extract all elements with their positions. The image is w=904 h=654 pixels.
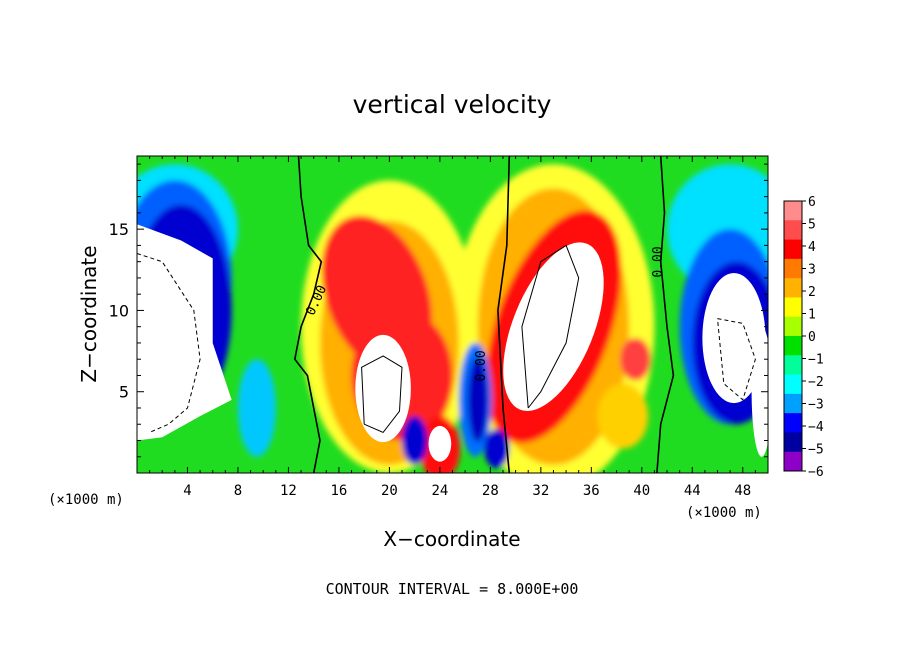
x-tick-label: 40 <box>633 483 650 499</box>
x-tick-label: 32 <box>532 483 549 499</box>
colorbar-label: 5 <box>808 218 816 233</box>
contour-label-right: 0.00 <box>651 246 666 277</box>
colorbar-label: −5 <box>808 443 824 458</box>
x-tick-label: 20 <box>381 483 398 499</box>
x-axis: 4 8 12 16 20 24 28 32 36 40 44 48 <box>149 156 756 499</box>
core-downdraft-left <box>137 224 232 441</box>
blob-darkblue-27 <box>467 357 488 443</box>
colorbar-swatch <box>784 297 802 318</box>
colorbar-swatch <box>784 432 802 453</box>
colorbar: 6 5 4 3 2 1 0 −1 −2 −3 −4 −5 −6 <box>783 195 824 480</box>
contour-zero-right <box>656 156 675 473</box>
core-updraft-24 <box>428 425 452 462</box>
x-unit-left: (×1000 m) <box>48 492 124 508</box>
contour-interval-note: CONTOUR INTERVAL = 8.000E+00 <box>326 580 579 598</box>
y-tick-label: 10 <box>109 301 129 320</box>
x-tick-label: 8 <box>234 483 242 499</box>
colorbar-swatch <box>784 239 802 260</box>
x-tick-label: 4 <box>183 483 191 499</box>
colorbar-swatch <box>784 220 802 241</box>
colorbar-label: 1 <box>808 308 816 323</box>
contour-core-33 <box>521 244 580 409</box>
colorbar-swatch <box>784 413 802 433</box>
plot-area <box>137 156 768 473</box>
colorbar-swatch <box>784 258 802 279</box>
blob-darkblue-28 <box>484 429 510 469</box>
colorbar-label: 6 <box>808 195 816 210</box>
blob-red-39 <box>620 338 651 381</box>
colorbar-label: 3 <box>808 263 816 278</box>
blob-yellow-38 <box>597 383 649 449</box>
y-axis-label: Z−coordinate <box>77 245 101 382</box>
colorbar-swatch <box>784 278 802 298</box>
x-axis-label: X−coordinate <box>383 527 520 551</box>
colorbar-swatch <box>784 374 802 395</box>
contour-neg-right <box>717 318 756 401</box>
colorbar-label: −1 <box>808 353 824 368</box>
colorbar-label: −4 <box>808 420 824 435</box>
x-tick-label: 24 <box>431 483 448 499</box>
core-downdraft-right <box>702 273 766 404</box>
x-tick-label: 28 <box>482 483 499 499</box>
colorbar-swatch <box>784 201 802 221</box>
colorbar-label: −3 <box>808 398 824 413</box>
x-tick-label: 16 <box>330 483 347 499</box>
x-unit-right: (×1000 m) <box>686 505 762 521</box>
contour-zero-left <box>293 156 323 473</box>
contour-zero-center <box>497 156 511 473</box>
colorbar-swatch <box>784 355 802 376</box>
chart-title: vertical velocity <box>353 90 552 119</box>
contour-label-center: 0.00 <box>474 350 489 381</box>
colorbar-label: 0 <box>808 330 816 345</box>
colorbar-swatch <box>784 316 802 337</box>
colorbar-label: 2 <box>808 285 816 300</box>
colorbar-label: 4 <box>808 240 816 255</box>
contour-neg-left <box>137 253 201 433</box>
colorbar-swatch <box>784 451 802 472</box>
colorbar-label: −2 <box>808 375 824 390</box>
core-updraft-20 <box>355 334 411 443</box>
y-axis: 5 10 15 <box>109 163 768 458</box>
blob-cyan-10 <box>237 359 276 457</box>
x-tick-label: 44 <box>684 483 701 499</box>
x-tick-label: 12 <box>280 483 297 499</box>
contour-core-20 <box>361 355 403 434</box>
colorbar-swatch <box>784 336 802 356</box>
y-tick-label: 5 <box>119 383 129 402</box>
contour-lines <box>137 156 756 473</box>
colorbar-swatch <box>784 393 802 414</box>
y-tick-label: 15 <box>109 220 129 239</box>
x-tick-label: 48 <box>734 483 751 499</box>
blob-darkblue-22 <box>402 416 428 465</box>
core-updraft-33 <box>503 242 604 411</box>
x-tick-label: 36 <box>583 483 600 499</box>
colorbar-label: −6 <box>808 465 824 480</box>
